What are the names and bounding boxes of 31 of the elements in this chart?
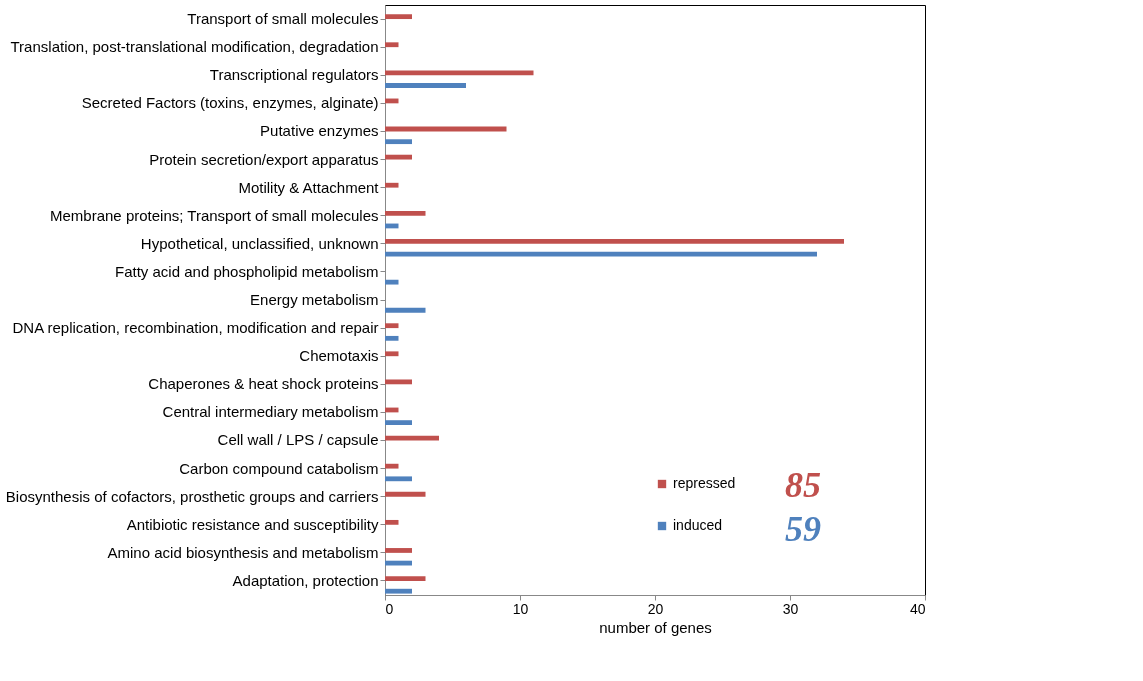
y-tick-label: Central intermediary metabolism bbox=[162, 403, 379, 421]
y-tick-label: Hypothetical, unclassified, unknown bbox=[140, 234, 379, 252]
y-tick-label: Fatty acid and phospholipid metabolism bbox=[115, 262, 379, 280]
y-tick-label: Carbon compound catabolism bbox=[179, 459, 379, 477]
x-tick-label: 10 bbox=[512, 600, 529, 617]
y-tick-label: Putative enzymes bbox=[260, 122, 379, 140]
x-tick-label: 30 bbox=[782, 600, 799, 617]
y-tick-label: Transport of small molecules bbox=[187, 10, 379, 28]
y-tick-label: Motility & Attachment bbox=[238, 178, 380, 196]
y-tick-label: DNA replication, recombination, modification and repair bbox=[12, 319, 379, 337]
y-tick-label: Chemotaxis bbox=[299, 347, 379, 365]
y-tick-label: Secreted Factors (toxins, enzymes, alginate) bbox=[81, 94, 379, 112]
x-tick-label: 0 bbox=[385, 600, 394, 617]
legend-label: repressed bbox=[673, 475, 736, 491]
annotation: 59 bbox=[785, 509, 821, 549]
y-tick-label: Amino acid biosynthesis and metabolism bbox=[107, 543, 379, 561]
y-tick-label: Chaperones & heat shock proteins bbox=[148, 375, 379, 393]
y-tick-label: Biosynthesis of cofactors, prosthetic groups and carriers bbox=[5, 487, 379, 505]
y-tick-label: Membrane proteins; Transport of small molecules bbox=[50, 206, 379, 224]
x-tick-label: 20 bbox=[647, 600, 664, 617]
y-tick-label: Cell wall / LPS / capsule bbox=[217, 431, 379, 449]
legend-label: induced bbox=[673, 517, 723, 533]
y-tick-label: Protein secretion/export apparatus bbox=[149, 150, 379, 168]
x-axis-title: number of genes bbox=[599, 618, 712, 636]
annotation: 85 bbox=[785, 465, 821, 505]
y-tick-label: Adaptation, protection bbox=[232, 571, 379, 589]
y-tick-label: Antibiotic resistance and susceptibility bbox=[126, 515, 379, 533]
y-tick-label: Transcriptional regulators bbox=[209, 66, 379, 84]
y-tick-label: Translation, post-translational modification, degradation bbox=[10, 38, 379, 56]
y-tick-label: Energy metabolism bbox=[250, 291, 379, 308]
x-tick-label: 40 bbox=[909, 600, 926, 617]
